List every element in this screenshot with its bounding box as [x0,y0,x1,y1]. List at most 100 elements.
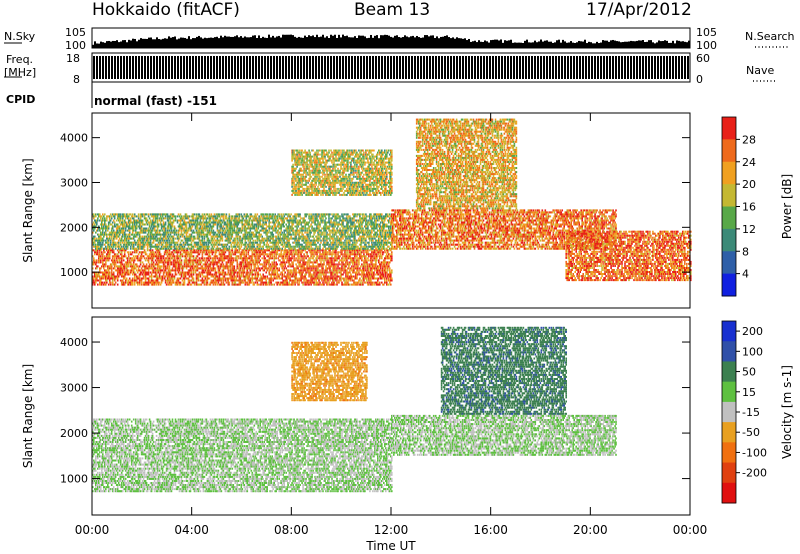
echo-cell [106,276,108,278]
freq-bar [399,56,401,79]
echo-cell [277,257,279,259]
echo-cell [304,269,306,271]
echo-cell [223,280,225,282]
echo-cell [140,263,142,265]
echo-cell [169,240,171,242]
noise-bar [248,37,250,48]
echo-cell [230,265,232,267]
noise-bar [162,39,164,48]
echo-cell [146,263,148,265]
echo-cell [245,284,247,286]
echo-cell [108,224,110,226]
noise-bar [102,42,104,48]
echo-cell [346,280,348,282]
echo-cell [388,265,390,267]
noise-bar [680,41,682,48]
echo-cell [157,222,159,224]
echo-cell [120,217,122,219]
echo-cell [126,267,128,269]
freq-bar [453,56,455,79]
echo-cell [271,261,273,263]
echo-cell [221,280,223,282]
noise-bar [394,36,396,48]
echo-cell [380,265,382,267]
echo-cell [197,261,199,263]
noise-bar [176,39,178,48]
echo-cell [323,274,325,276]
noise-bar [308,35,310,48]
echo-cell [125,228,127,230]
echo-cell [354,263,356,265]
freq-bar [375,56,377,79]
noise-bar [182,38,184,48]
echo-cell [193,272,195,274]
echo-cell [147,220,149,222]
echo-cell [257,265,259,267]
freq-bar [642,56,644,79]
nave-tick-high: 60 [696,52,710,65]
echo-cell [102,213,104,215]
echo-cell [235,253,237,255]
echo-cell [269,269,271,271]
echo-cell [166,238,168,240]
noise-bar [172,37,174,48]
freq-bar [186,56,188,79]
echo-cell [181,261,183,263]
echo-cell [380,251,382,253]
noise-bar [596,42,598,48]
echo-cell [241,265,243,267]
noise-bar [270,37,272,48]
echo-cell [308,263,310,265]
echo-cell [372,284,374,286]
echo-cell [266,276,268,278]
echo-cell [163,274,165,276]
freq-bar [438,56,440,79]
echo-cell [112,228,114,230]
freq-bar [201,56,203,79]
echo-cell [109,253,111,255]
noise-bar [112,41,114,48]
echo-cell [121,238,123,240]
echo-cell [113,274,115,276]
echo-cell [251,282,253,284]
echo-cell [122,274,124,276]
echo-cell [215,267,217,269]
echo-cell [335,253,337,255]
noise-bar [396,35,398,48]
echo-cell [122,280,124,282]
echo-cell [160,240,162,242]
echo-cell [312,251,314,253]
echo-cell [100,261,102,263]
echo-cell [255,263,257,265]
echo-cell [150,272,152,274]
echo-cell [375,251,377,253]
freq-bar [477,56,479,79]
freq-bar [666,56,668,79]
echo-cell [366,280,368,282]
echo-cell [244,251,246,253]
echo-cell [103,215,105,217]
echo-cell [162,280,164,282]
freq-bar [270,56,272,79]
noise-bar [676,40,678,48]
echo-cell [111,269,113,271]
echo-cell [170,220,172,222]
noise-bar [292,35,294,48]
echo-cell [136,226,138,228]
echo-cell [117,261,119,263]
noise-bar [632,41,634,48]
echo-cell [93,217,95,219]
echo-cell [182,253,184,255]
echo-cell [178,236,180,238]
echo-cell [324,255,326,257]
echo-cell [119,238,121,240]
echo-cell [182,246,184,248]
noise-bar [224,36,226,48]
noise-bar [534,41,536,48]
echo-cell [104,282,106,284]
echo-cell [148,234,150,236]
echo-cell [241,255,243,257]
echo-cell [347,282,349,284]
echo-cell [115,246,117,248]
echo-cell [124,253,126,255]
